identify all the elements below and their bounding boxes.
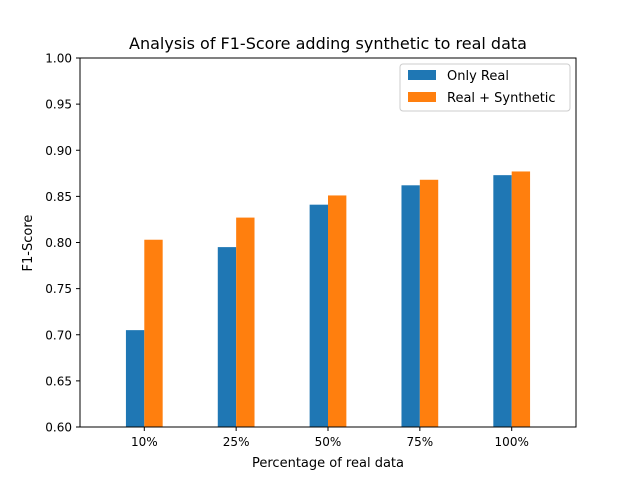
y-tick-label: 1.00 [45,52,72,66]
y-tick-label: 0.85 [45,190,72,204]
bar-only-real-100pct [493,175,512,427]
chart-title: Analysis of F1-Score adding synthetic to… [129,34,527,53]
plot-area [125,171,531,427]
axes-frame [79,57,577,428]
x-tick-label: 100% [495,435,529,449]
bar-real-synthetic-25pct [236,217,255,427]
y-tick-label: 0.90 [45,144,72,158]
bar-only-real-50pct [309,204,328,427]
legend-label-only-real: Only Real [447,69,509,84]
bar-real-synthetic-75pct [419,179,439,427]
y-axis-label: F1-Score [21,215,36,272]
x-tick-label: 10% [131,435,158,449]
y-tick-label: 0.65 [45,374,72,388]
x-tick-label: 50% [315,435,342,449]
y-tick-label: 0.95 [45,98,72,112]
bar-real-synthetic-50pct [328,195,347,427]
x-axis-label: Percentage of real data [252,456,404,471]
x-tick-label: 25% [223,435,250,449]
legend-frame [399,63,571,112]
y-tick-label: 0.80 [45,236,72,250]
bar-only-real-10pct [125,330,145,427]
legend-label-real-synthetic: Real + Synthetic [447,91,556,106]
y-tick-label: 0.60 [45,421,72,435]
bar-real-synthetic-10pct [144,239,163,427]
y-tick-label: 0.75 [45,282,72,296]
bar-real-synthetic-100pct [511,171,531,427]
y-tick-label: 0.70 [45,328,72,342]
legend-swatch-real-synthetic [408,92,436,102]
legend: Only Real Real + Synthetic [399,63,571,112]
bar-only-real-25pct [217,247,237,427]
legend-swatch-only-real [408,70,436,80]
axes: 0.60 0.65 0.70 0.75 0.80 0.85 0.90 0.95 1.00 10% 2… [45,52,577,449]
x-tick-label: 75% [407,435,434,449]
bar-only-real-75pct [401,185,420,427]
